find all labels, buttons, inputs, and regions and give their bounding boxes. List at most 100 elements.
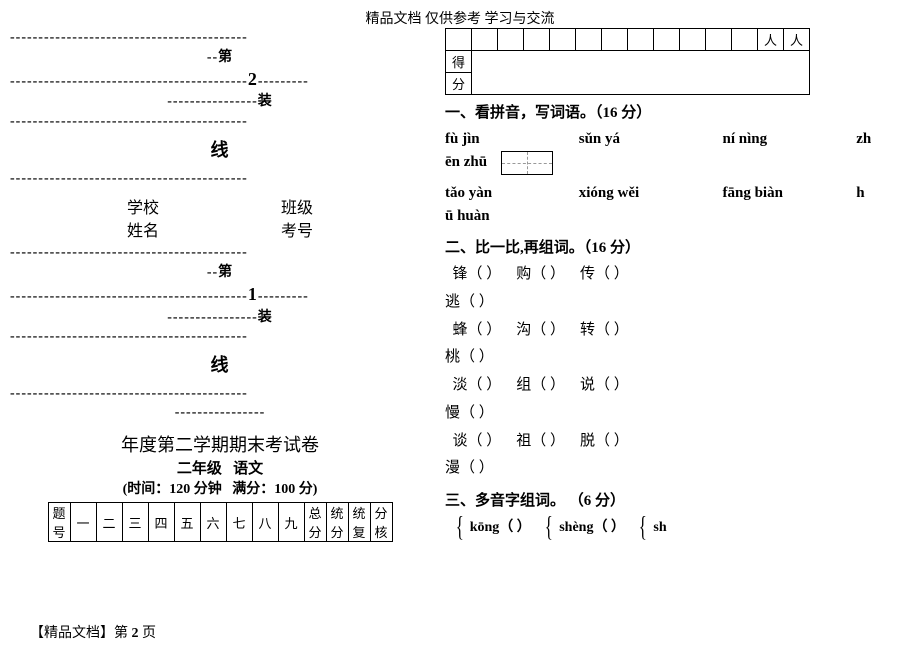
exam-time-info: (时间：120 分钟 满分：100 分) <box>10 478 430 498</box>
dash-line: ----------------------------------------… <box>10 169 430 189</box>
char-item: 购（ ） <box>516 266 565 282</box>
school-label: 学校 <box>68 198 218 220</box>
pinyin-row: ū huàn <box>445 203 910 230</box>
cell: 七 <box>226 503 252 542</box>
pinyin-word: xióng wěi <box>579 180 719 207</box>
dash-line: ----------------------------------------… <box>10 112 430 132</box>
exam-subtitle: 二年级 语文 <box>10 457 430 478</box>
name-label: 姓名 <box>68 221 218 243</box>
dash-seg: --------- <box>258 74 309 89</box>
cell: 五 <box>174 503 200 542</box>
cell: 八 <box>252 503 278 542</box>
cell: 总分 <box>304 503 326 542</box>
footer-label: 【精品文档】第 <box>30 626 132 641</box>
dash-num-row: ----------------------------------------… <box>10 282 430 307</box>
cell <box>446 29 472 51</box>
zhuang-char: 装 <box>258 94 273 109</box>
pinyin-word: fāng biàn <box>723 180 853 207</box>
cell: 人 <box>784 29 810 51</box>
dash-num-row: ----------------------------------------… <box>10 67 430 92</box>
time-unit: 分钟 <box>194 482 222 497</box>
page-footer: 【精品文档】第 2 页 <box>30 622 156 642</box>
cell: 统分 <box>326 503 348 542</box>
table-row: 人 人 <box>446 29 810 51</box>
char-item: 转（ ） <box>580 322 629 338</box>
cell <box>472 51 810 95</box>
cell <box>732 29 758 51</box>
char-item: 传（ ） <box>580 266 629 282</box>
char-item: 祖（ ） <box>516 433 565 449</box>
brace-icon: { <box>639 512 647 544</box>
xian-char: 线 <box>10 138 430 163</box>
char-item: 淡（ ） <box>453 377 502 393</box>
table-row: 得 <box>446 51 810 73</box>
full-unit: 分) <box>299 482 318 497</box>
class-label: 班级 <box>222 198 372 220</box>
page-marker: 2 <box>248 69 258 89</box>
left-column: ----------------------------------------… <box>10 28 440 544</box>
doc-header: 精品文档 仅供参考 学习与交流 <box>0 0 920 28</box>
char-item: 蜂（ ） <box>453 322 502 338</box>
dash-line: ----------------------------------------… <box>10 384 430 404</box>
full-label: 满分： <box>232 482 274 497</box>
number-label: 考号 <box>222 221 372 243</box>
cell: 人 <box>758 29 784 51</box>
brace-icon: { <box>545 512 553 544</box>
cell: 得 <box>446 51 472 73</box>
info-row-2: 姓名 考号 <box>10 221 430 243</box>
footer-suffix: 页 <box>139 626 157 641</box>
brace-icon: { <box>455 512 463 544</box>
char-compare-block: 锋（ ） 购（ ） 传（ ） 逃（ ） 蜂（ ） 沟（ ） 转（ ） 桃（ <box>445 261 910 483</box>
char-item: 谈（ ） <box>453 433 502 449</box>
dash-seg: ----------------------------------------… <box>10 289 248 304</box>
cell <box>602 29 628 51</box>
char-item: 沟（ ） <box>516 322 565 338</box>
grade-label: 二年级 <box>177 461 222 477</box>
cell: 一 <box>70 503 96 542</box>
zhuang-char: 装 <box>258 310 273 325</box>
pinyin-word: ēn zhū <box>445 154 487 170</box>
multichar-row: { kōng（ ） { shèng（ ） { sh <box>445 512 910 544</box>
subject-label: 语文 <box>233 461 263 477</box>
pinyin-word: sh <box>653 520 666 535</box>
cell <box>550 29 576 51</box>
section-1-heading: 一、看拼音，写词语。（16 分） <box>445 101 910 122</box>
cell: 分核 <box>370 503 392 542</box>
char-item: 漫（ ） <box>445 455 910 483</box>
dash-di: --第 <box>10 48 430 68</box>
time-label: (时间： <box>123 482 170 497</box>
cell: 九 <box>278 503 304 542</box>
pinyin-word: sǔn yá <box>579 126 719 153</box>
pinyin-word: ní nìng <box>723 126 853 153</box>
cell <box>576 29 602 51</box>
char-item: 脱（ ） <box>580 433 629 449</box>
dash-line: ----------------------------------------… <box>10 243 430 263</box>
cell <box>654 29 680 51</box>
tianzige-box <box>501 151 553 175</box>
dash-seg: ---------------- <box>167 94 258 109</box>
cell: 分 <box>446 73 472 95</box>
time-val: 120 <box>169 482 190 497</box>
cell: 统复 <box>348 503 370 542</box>
footer-page: 2 <box>132 626 139 641</box>
char-item: 逃（ ） <box>445 289 910 317</box>
char-item: 组（ ） <box>516 377 565 393</box>
cell: 二 <box>96 503 122 542</box>
table-row: 题号 一 二 三 四 五 六 七 八 九 总分 统分 统复 分核 <box>48 503 392 542</box>
cell <box>680 29 706 51</box>
dash-line: ----------------------------------------… <box>10 327 430 347</box>
info-row-1: 学校 班级 <box>10 198 430 220</box>
pinyin-word: ū huàn <box>445 208 490 224</box>
main-content: ----------------------------------------… <box>0 28 920 544</box>
cell <box>472 29 498 51</box>
cell: 三 <box>122 503 148 542</box>
exam-title: 年度第二学期期末考试卷 <box>10 431 430 457</box>
cell <box>628 29 654 51</box>
cell: 题号 <box>48 503 70 542</box>
pinyin-word: kōng（ ） <box>470 520 531 535</box>
dash-seg: ---------------- <box>167 310 258 325</box>
char-item: 锋（ ） <box>453 266 502 282</box>
full-val: 100 <box>274 482 295 497</box>
section-3-heading: 三、多音字组词。 （6 分） <box>445 489 910 510</box>
cell <box>524 29 550 51</box>
